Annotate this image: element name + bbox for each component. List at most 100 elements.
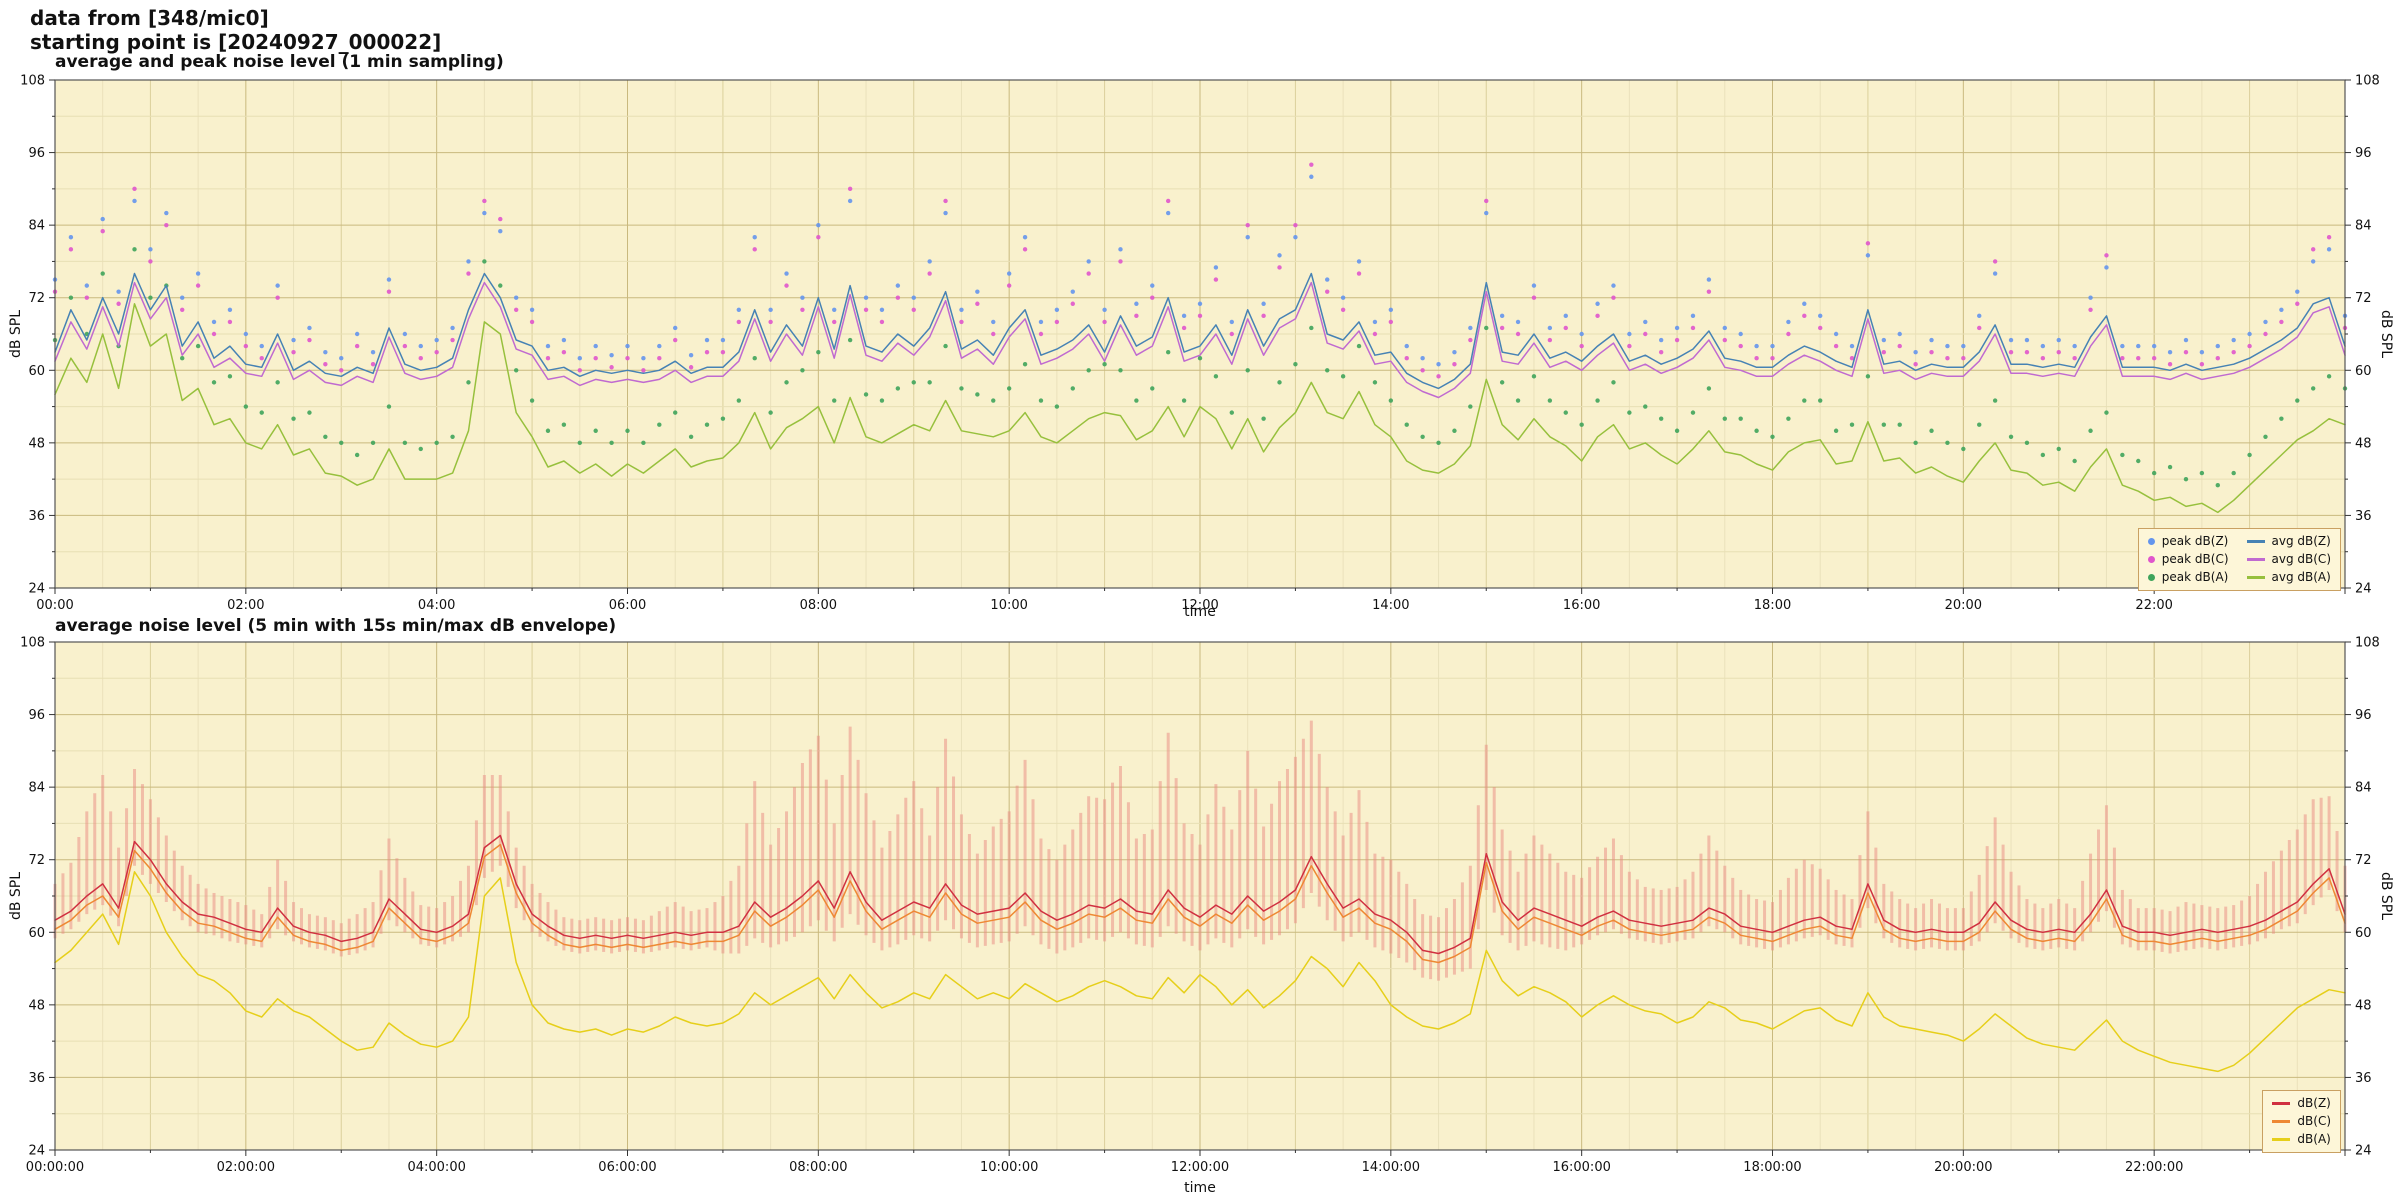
line-marker-icon	[2246, 540, 2265, 543]
x-tick-label: 20:00	[1945, 598, 1982, 613]
x-tick-label: 12:00:00	[1171, 1160, 1229, 1175]
y-tick-label-left: 48	[28, 998, 45, 1013]
y-tick-label-right: 72	[2355, 853, 2372, 868]
y-tick-label-right: 108	[2355, 636, 2380, 651]
y-tick-label-left: 96	[28, 146, 45, 161]
chart1-ylabel-right: dB SPL	[2378, 309, 2394, 359]
y-tick-label-right: 84	[2355, 219, 2372, 234]
scatter-marker-icon	[2147, 574, 2155, 581]
y-tick-label-right: 24	[2355, 1144, 2372, 1159]
scatter-series-peak-db-a-	[52, 247, 2348, 488]
y-tick-label-left: 60	[28, 364, 45, 379]
line-marker-icon	[2246, 558, 2265, 561]
y-tick-label-left: 84	[28, 781, 45, 796]
x-tick-label: 18:00:00	[1743, 1160, 1801, 1175]
x-tick-label: 04:00	[418, 598, 455, 613]
line-series-db-a-	[54, 871, 2346, 1073]
chart2-title: average noise level (5 min with 15s min/…	[55, 616, 617, 636]
chart2-legend: dB(Z) dB(C) dB(A)	[2262, 1090, 2341, 1153]
y-tick-label-right: 48	[2355, 998, 2372, 1013]
y-tick-label-left: 108	[20, 636, 45, 651]
scatter-series-peak-db-c-	[52, 162, 2348, 379]
y-tick-label-right: 96	[2355, 146, 2372, 161]
x-tick-label: 10:00	[990, 598, 1027, 613]
legend-item-avg-db-c-: avg dB(C)	[2246, 552, 2331, 567]
y-tick-label-right: 36	[2355, 509, 2372, 524]
x-tick-label: 00:00:00	[26, 1160, 84, 1175]
chart1-title: average and peak noise level (1 min samp…	[55, 52, 504, 72]
y-tick-label-right: 84	[2355, 781, 2372, 796]
scatter-marker-icon	[2147, 556, 2155, 563]
legend-item-peak-db-c-: peak dB(C)	[2147, 552, 2229, 567]
chart1-legend: peak dB(Z) peak dB(C) peak dB(A) avg dB(Z) a…	[2137, 528, 2341, 591]
x-tick-label: 08:00:00	[789, 1160, 847, 1175]
header-line-2: starting point is [20240927_000022]	[30, 30, 442, 54]
line-marker-icon	[2246, 576, 2265, 579]
legend-item-avg-db-a-: avg dB(A)	[2246, 570, 2331, 585]
legend-label: dB(C)	[2297, 1114, 2331, 1128]
y-tick-label-right: 60	[2355, 926, 2372, 941]
y-tick-label-left: 24	[28, 582, 45, 597]
y-tick-label-left: 108	[20, 74, 45, 89]
y-tick-label-left: 72	[28, 291, 45, 306]
legend-item-peak-db-z-: peak dB(Z)	[2147, 534, 2229, 549]
header-line-1: data from [348/mic0]	[30, 6, 269, 30]
chart2-plot: 00:00:00 02:00:00 04:00:00 06:00:00 08:00:00…	[20, 636, 2380, 1176]
x-tick-label: 16:00:00	[1552, 1160, 1610, 1175]
legend-item-db-z-: dB(Z)	[2272, 1096, 2331, 1111]
legend-label: avg dB(C)	[2271, 552, 2331, 566]
y-tick-label-left: 72	[28, 853, 45, 868]
header: data from [348/mic0] starting point is […	[30, 6, 441, 54]
x-tick-label: 16:00	[1563, 598, 1600, 613]
x-tick-label: 10:00:00	[980, 1160, 1038, 1175]
x-tick-label: 06:00	[609, 598, 646, 613]
line-series-avg-db-z-	[54, 272, 2346, 390]
x-tick-label: 06:00:00	[598, 1160, 656, 1175]
legend-label: dB(A)	[2297, 1132, 2331, 1146]
legend-item-avg-db-z-: avg dB(Z)	[2246, 534, 2331, 549]
scatter-marker-icon	[2147, 538, 2155, 545]
x-tick-label: 20:00:00	[1934, 1160, 1992, 1175]
y-tick-label-right: 96	[2355, 708, 2372, 723]
line-series-avg-db-c-	[54, 281, 2346, 399]
legend-label: avg dB(A)	[2271, 570, 2331, 584]
chart1-ylabel-left: dB SPL	[8, 309, 24, 359]
chart2-ylabel-left: dB SPL	[8, 871, 24, 921]
legend-label: avg dB(Z)	[2271, 534, 2331, 548]
y-tick-label-left: 36	[28, 1071, 45, 1086]
y-tick-label-right: 36	[2355, 1071, 2372, 1086]
axis-ticks: 00:00 02:00 04:00 06:00 08:00 10:00 12:00 14:00…	[20, 74, 2380, 614]
x-tick-label: 14:00	[1372, 598, 1409, 613]
line-series-db-z-	[54, 834, 2346, 955]
x-tick-label: 02:00:00	[217, 1160, 275, 1175]
y-tick-label-left: 24	[28, 1144, 45, 1159]
y-tick-label-right: 24	[2355, 582, 2372, 597]
legend-label: dB(Z)	[2297, 1096, 2331, 1110]
chart2-ylabel-right: dB SPL	[2378, 871, 2394, 921]
x-tick-label: 02:00	[227, 598, 264, 613]
legend-item-db-c-: dB(C)	[2272, 1114, 2331, 1129]
legend-label: peak dB(Z)	[2161, 534, 2229, 548]
axis-ticks: 00:00:00 02:00:00 04:00:00 06:00:00 08:00:00…	[20, 636, 2380, 1176]
chart2-xlabel: time	[1184, 1180, 1216, 1196]
legend-item-peak-db-a-: peak dB(A)	[2147, 570, 2229, 585]
chart1-plot: 00:00 02:00 04:00 06:00 08:00 10:00 12:00 14:00…	[20, 74, 2380, 614]
y-tick-label-left: 36	[28, 509, 45, 524]
x-tick-label: 14:00:00	[1362, 1160, 1420, 1175]
x-tick-label: 22:00	[2135, 598, 2172, 613]
y-tick-label-right: 60	[2355, 364, 2372, 379]
legend-label: peak dB(A)	[2161, 570, 2229, 584]
line-series-avg-db-a-	[54, 303, 2346, 514]
y-tick-label-right: 72	[2355, 291, 2372, 306]
line-series-db-c-	[54, 843, 2346, 964]
x-tick-label: 22:00:00	[2125, 1160, 2183, 1175]
x-tick-label: 04:00:00	[407, 1160, 465, 1175]
y-tick-label-left: 96	[28, 708, 45, 723]
y-tick-label-right: 108	[2355, 74, 2380, 89]
line-marker-icon	[2272, 1102, 2291, 1105]
x-tick-label: 00:00	[36, 598, 73, 613]
chart1-xlabel: time	[1184, 604, 1216, 620]
x-tick-label: 08:00	[800, 598, 837, 613]
legend-label: peak dB(C)	[2161, 552, 2229, 566]
legend-item-db-a-: dB(A)	[2272, 1132, 2331, 1147]
